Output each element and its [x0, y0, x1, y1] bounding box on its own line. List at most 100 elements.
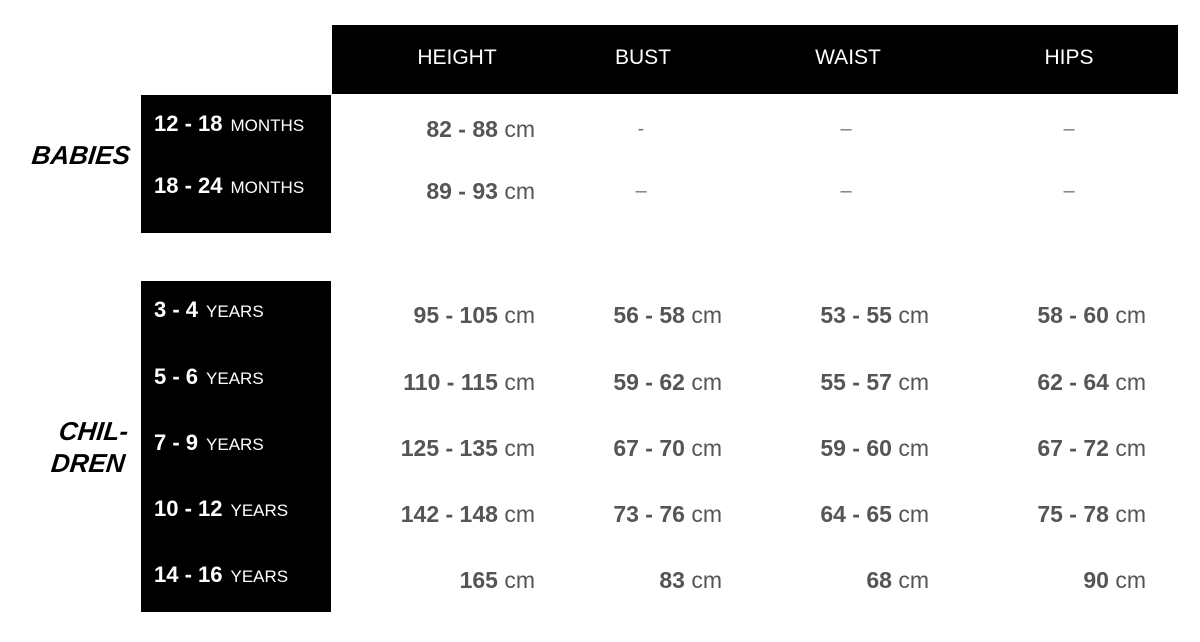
age-range: 7 - 9 YEARS — [154, 430, 264, 456]
age-range: 18 - 24 MONTHS — [154, 173, 304, 199]
age-range: 14 - 16 YEARS — [154, 562, 288, 588]
height-value: 89 - 93 cm — [426, 178, 535, 205]
measurement-number: 53 - 55 — [820, 302, 892, 328]
waist-value: 53 - 55 cm — [820, 302, 929, 329]
waist-value: – — [840, 180, 852, 202]
hips-value: 75 - 78 cm — [1037, 501, 1146, 528]
unit-label: cm — [1115, 369, 1146, 395]
unit-label: cm — [504, 567, 535, 593]
header-bar: HEIGHT BUST WAIST HIPS — [332, 25, 1178, 94]
hips-value: – — [1063, 118, 1075, 140]
height-value: 142 - 148 cm — [401, 501, 535, 528]
age-box-babies: 12 - 18 MONTHS 18 - 24 MONTHS — [141, 95, 331, 233]
age-value: 7 - 9 — [154, 430, 199, 455]
age-range: 5 - 6 YEARS — [154, 364, 264, 390]
measurement-number: 67 - 70 — [613, 435, 685, 461]
bust-value: – — [635, 180, 647, 202]
age-unit: YEARS — [230, 501, 289, 520]
age-range: 3 - 4 YEARS — [154, 297, 264, 323]
unit-label: cm — [691, 567, 722, 593]
measurement-number: 83 — [659, 567, 685, 593]
column-header-bust: BUST — [614, 46, 672, 69]
group-label-line: DREN — [50, 448, 127, 478]
unit-label: cm — [898, 567, 929, 593]
age-value: 14 - 16 — [154, 562, 223, 587]
height-value: 125 - 135 cm — [401, 435, 535, 462]
measurement-number: 59 - 60 — [820, 435, 892, 461]
height-value: 95 - 105 cm — [414, 302, 535, 329]
group-label-line: CHIL- — [57, 416, 131, 446]
bust-value: 83 cm — [659, 567, 722, 594]
measurement-number: 82 - 88 — [426, 116, 498, 142]
measurement-number: 73 - 76 — [613, 501, 685, 527]
hips-value: 62 - 64 cm — [1037, 369, 1146, 396]
age-unit: MONTHS — [230, 178, 305, 197]
height-value: 165 cm — [460, 567, 535, 594]
unit-label: cm — [1115, 501, 1146, 527]
unit-label: cm — [1115, 567, 1146, 593]
measurement-number: 68 — [866, 567, 892, 593]
bust-value: - — [637, 118, 645, 140]
unit-label: cm — [898, 501, 929, 527]
unit-label: cm — [691, 369, 722, 395]
waist-value: – — [840, 118, 852, 140]
unit-label: cm — [898, 302, 929, 328]
waist-value: 55 - 57 cm — [820, 369, 929, 396]
waist-value: 68 cm — [866, 567, 929, 594]
age-value: 3 - 4 — [154, 297, 199, 322]
measurement-number: 90 — [1083, 567, 1109, 593]
age-value: 12 - 18 — [154, 111, 223, 136]
group-label-babies: BABIES — [30, 140, 132, 170]
age-value: 10 - 12 — [154, 496, 223, 521]
column-header-hips: HIPS — [1044, 46, 1094, 69]
measurement-number: 62 - 64 — [1037, 369, 1109, 395]
group-label-children: CHIL- DREN — [50, 415, 130, 479]
unit-label: cm — [504, 501, 535, 527]
measurement-number: 58 - 60 — [1037, 302, 1109, 328]
column-header-height: HEIGHT — [417, 46, 497, 69]
measurement-number: 142 - 148 — [400, 501, 498, 527]
hips-value: – — [1063, 180, 1075, 202]
height-value: 82 - 88 cm — [426, 116, 535, 143]
age-unit: YEARS — [230, 567, 289, 586]
measurement-number: 165 — [459, 567, 498, 593]
unit-label: cm — [1115, 302, 1146, 328]
measurement-number: 64 - 65 — [820, 501, 892, 527]
measurement-number: 56 - 58 — [613, 302, 685, 328]
unit-label: cm — [504, 302, 535, 328]
unit-label: cm — [504, 369, 535, 395]
measurement-number: 75 - 78 — [1037, 501, 1109, 527]
age-value: 5 - 6 — [154, 364, 199, 389]
unit-label: cm — [691, 435, 722, 461]
age-range: 10 - 12 YEARS — [154, 496, 288, 522]
bust-value: 73 - 76 cm — [613, 501, 722, 528]
column-header-waist: WAIST — [815, 46, 881, 69]
unit-label: cm — [691, 302, 722, 328]
hips-value: 90 cm — [1083, 567, 1146, 594]
measurement-number: 89 - 93 — [426, 178, 498, 204]
bust-value: 56 - 58 cm — [613, 302, 722, 329]
age-unit: MONTHS — [230, 116, 305, 135]
bust-value: 67 - 70 cm — [613, 435, 722, 462]
age-range: 12 - 18 MONTHS — [154, 111, 304, 137]
hips-value: 58 - 60 cm — [1037, 302, 1146, 329]
age-box-children: 3 - 4 YEARS 5 - 6 YEARS 7 - 9 YEARS 10 - 12 YEA… — [141, 281, 331, 612]
measurement-number: 59 - 62 — [613, 369, 685, 395]
unit-label: cm — [691, 501, 722, 527]
age-unit: YEARS — [206, 302, 264, 321]
age-unit: YEARS — [206, 369, 264, 388]
unit-label: cm — [898, 369, 929, 395]
height-value: 110 - 115 cm — [403, 369, 535, 396]
measurement-number: 125 - 135 — [400, 435, 498, 461]
unit-label: cm — [898, 435, 929, 461]
measurement-number: 67 - 72 — [1037, 435, 1109, 461]
hips-value: 67 - 72 cm — [1037, 435, 1146, 462]
unit-label: cm — [504, 178, 535, 204]
waist-value: 59 - 60 cm — [820, 435, 929, 462]
unit-label: cm — [1115, 435, 1146, 461]
measurement-number: 110 - 115 — [403, 369, 498, 395]
age-value: 18 - 24 — [154, 173, 223, 198]
unit-label: cm — [504, 435, 535, 461]
waist-value: 64 - 65 cm — [820, 501, 929, 528]
age-unit: YEARS — [206, 435, 264, 454]
